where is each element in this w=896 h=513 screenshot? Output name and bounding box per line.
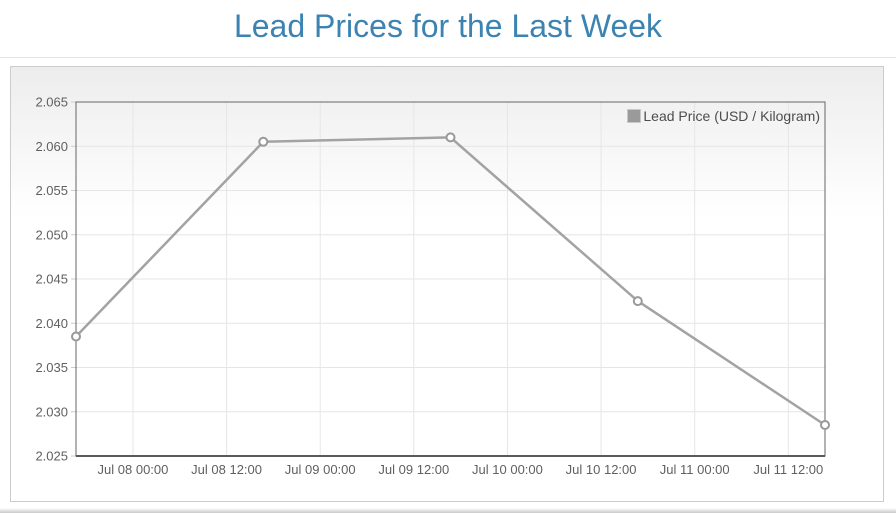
chart-legend-item[interactable]: Lead Price (USD / Kilogram) [627, 105, 820, 127]
x-tick-label: Jul 08 00:00 [98, 462, 169, 477]
data-point-marker [632, 296, 643, 307]
x-tick-label: Jul 10 00:00 [472, 462, 543, 477]
title-divider [0, 57, 896, 58]
price-line-chart: 2.025 2.030 2.035 2.040 2.045 2.050 2.055 2.060… [35, 95, 830, 477]
page-title: Lead Prices for the Last Week [233, 8, 663, 44]
y-tick-label: 2.055 [35, 183, 68, 198]
y-tick-label: 2.065 [35, 95, 68, 110]
data-point-marker [71, 331, 81, 342]
y-tick-label: 2.030 [35, 404, 68, 419]
y-tick-label: 2.050 [35, 227, 68, 242]
legend-label: Lead Price (USD / Kilogram) [643, 108, 820, 124]
chart-panel: 2.025 2.030 2.035 2.040 2.045 2.050 2.055 2.060… [10, 66, 884, 502]
y-tick-label: 2.035 [35, 360, 68, 375]
data-point-marker [820, 420, 830, 430]
legend-marker-icon [627, 109, 642, 123]
x-tick-label: Jul 10 12:00 [566, 462, 637, 477]
x-tick-label: Jul 08 12:00 [191, 462, 262, 477]
x-tick-label: Jul 11 12:00 [753, 462, 823, 477]
x-tick-label: Jul 09 12:00 [378, 462, 449, 477]
y-tick-label: 2.045 [35, 272, 68, 287]
footer-edge [0, 508, 896, 513]
y-tick-label: 2.040 [35, 316, 68, 331]
y-tick-label: 2.025 [35, 449, 68, 464]
data-point-marker [445, 132, 456, 143]
y-tick-label: 2.060 [35, 139, 68, 154]
x-tick-label: Jul 09 00:00 [285, 462, 356, 477]
price-line [74, 136, 827, 427]
x-tick-label: Jul 11 00:00 [660, 462, 730, 477]
data-point-marker [258, 136, 269, 147]
